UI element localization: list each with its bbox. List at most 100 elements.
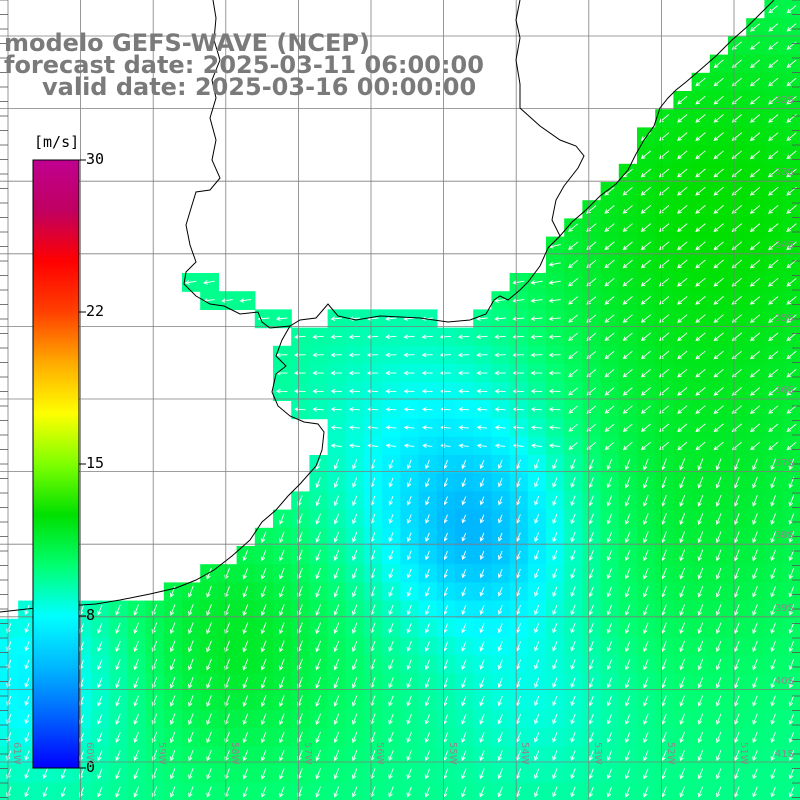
wind-arrow [479, 695, 485, 707]
wind-arrow [788, 640, 795, 653]
wind-arrow [333, 768, 340, 780]
wind-arrow [640, 350, 651, 360]
wind-arrow [260, 604, 267, 616]
wind-arrow [768, 387, 779, 396]
wind-arrow [640, 241, 652, 251]
wind-arrow [768, 77, 779, 87]
wind-arrow [768, 59, 779, 68]
wind-arrow [734, 549, 740, 562]
wind-arrow [534, 768, 540, 780]
colorbar-tick-8: 8 [86, 606, 96, 624]
wind-arrow [206, 604, 212, 616]
wind-arrow [552, 477, 558, 488]
wind-arrow [406, 659, 412, 671]
wind-arrow [24, 732, 30, 743]
wind-arrow [697, 567, 704, 580]
wind-arrow [606, 713, 613, 725]
wind-arrow [604, 350, 615, 360]
wind-arrow [695, 405, 706, 414]
wind-arrow [97, 622, 103, 634]
wind-arrow [588, 786, 594, 798]
wind-arrow [786, 23, 797, 32]
wind-arrow [97, 677, 103, 689]
wind-arrow [679, 531, 686, 544]
wind-arrow [330, 352, 342, 358]
wind-arrow [424, 750, 431, 762]
wind-arrow [643, 750, 649, 762]
wind-arrow [330, 316, 343, 322]
wind-arrow [388, 550, 394, 561]
wind-arrow [60, 768, 67, 780]
wind-arrow [679, 604, 686, 616]
wind-arrow [624, 713, 631, 725]
wind-arrow [115, 695, 121, 707]
wind-arrow [697, 640, 704, 653]
wind-arrow [606, 786, 613, 798]
wind-arrow [24, 768, 30, 780]
wind-arrow [458, 388, 470, 394]
wind-arrow [115, 732, 121, 743]
wind-arrow [677, 368, 688, 378]
wind-arrow [351, 750, 358, 762]
wind-arrow [622, 387, 633, 396]
wind-arrow [770, 677, 776, 689]
wind-arrow [713, 332, 724, 342]
title-valid-date: valid date: 2025-03-16 00:00:00 [42, 73, 477, 101]
wind-arrow [679, 786, 685, 798]
wind-arrow [548, 280, 561, 285]
wind-arrow [679, 640, 686, 653]
wind-arrow [768, 223, 779, 233]
wind-arrow [242, 585, 249, 598]
wind-arrow [624, 458, 631, 471]
wind-arrow [606, 586, 613, 598]
wind-arrow [424, 677, 431, 689]
wind-arrow [786, 405, 797, 414]
wind-arrow [221, 298, 233, 303]
wind-arrow [770, 567, 777, 580]
wind-arrow [713, 59, 724, 69]
wind-arrow [770, 549, 777, 562]
wind-arrow [640, 387, 651, 396]
wind-arrow [333, 695, 340, 707]
wind-arrow [534, 786, 540, 798]
wind-arrow [752, 458, 758, 471]
wind-arrow [695, 314, 706, 323]
wind-arrow [734, 604, 740, 616]
wind-arrow [661, 713, 667, 725]
wind-arrow [604, 314, 615, 323]
wind-arrow [786, 423, 797, 432]
wind-arrow [516, 477, 521, 488]
wind-arrow [570, 622, 576, 634]
wind-arrow [497, 496, 503, 506]
wind-arrow [643, 622, 649, 634]
wind-arrow [260, 695, 267, 707]
wind-arrow [715, 458, 722, 471]
wind-arrow [713, 350, 724, 360]
wind-arrow [624, 567, 631, 580]
wind-arrow [97, 750, 103, 762]
wind-arrow [461, 496, 467, 506]
wind-arrow [734, 731, 740, 744]
wind-arrow [624, 768, 631, 780]
wind-arrow [661, 567, 667, 580]
wind-arrow [677, 277, 688, 287]
wind-arrow [115, 677, 121, 689]
wind-arrow [188, 658, 194, 671]
wind-arrow [588, 604, 594, 616]
wind-arrow [534, 514, 540, 524]
wind-arrow [604, 205, 615, 214]
wind-arrow [42, 768, 48, 780]
wind-arrow [715, 658, 722, 671]
wind-arrow [348, 370, 360, 376]
wind-arrow [534, 750, 540, 761]
wind-arrow [333, 477, 340, 488]
wind-arrow [786, 150, 797, 160]
wind-arrow [715, 713, 722, 725]
wind-arrow [568, 241, 579, 250]
wind-arrow [643, 476, 649, 489]
title-forecast-date: forecast date: 2025-03-11 06:00:00 [4, 51, 484, 79]
wind-arrow [752, 677, 758, 689]
wind-arrow [677, 332, 688, 342]
wind-arrow [788, 604, 795, 616]
wind-arrow [770, 586, 777, 598]
